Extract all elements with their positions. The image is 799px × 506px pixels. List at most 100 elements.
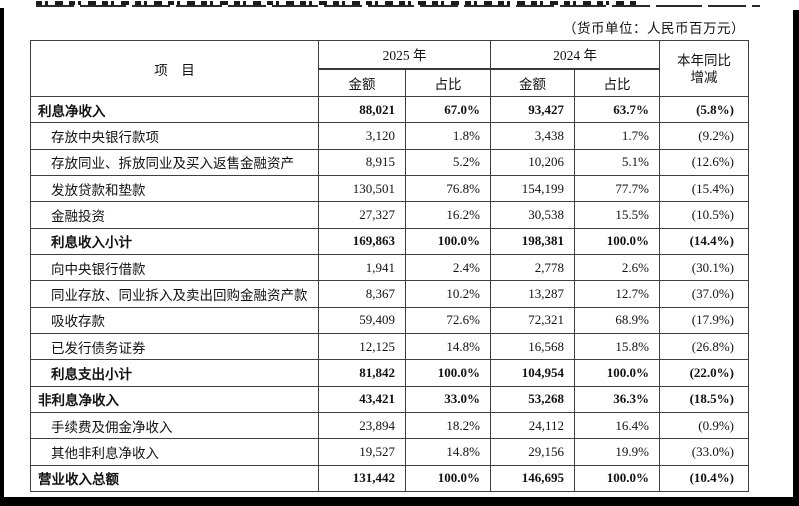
cell-ratio-2024: 100.0%: [574, 359, 660, 387]
cell-amount-2025: 43,421: [318, 385, 406, 413]
row-label: 金融投资: [30, 201, 319, 229]
screen-edge-left: [0, 8, 4, 506]
row-label: 存放中央银行款项: [30, 122, 319, 150]
cell-amount-2025: 8,367: [318, 280, 406, 308]
currency-unit-note: （货币单位：人民币百万元）: [563, 21, 745, 36]
cell-ratio-2025: 67.0%: [405, 95, 491, 124]
cell-amount-2025: 23,894: [318, 411, 406, 440]
table-row: 利息收入小计 169,863 100.0% 198,381 100.0% (14…: [30, 227, 749, 255]
cell-ratio-2025: 1.8%: [405, 122, 491, 150]
table-row: 其他非利息净收入 19,527 14.8% 29,156 19.9% (33.0…: [30, 438, 749, 466]
row-label: 已发行债务证券: [30, 332, 319, 361]
table-header: 项 目 2025 年 2024 年 本年同比 增减 金额 占比 金额 占比: [30, 40, 749, 97]
header-amount-2024: 金额: [490, 67, 575, 97]
table-row: 营业收入总额 131,442 100.0% 146,695 100.0% (10…: [30, 464, 749, 492]
cell-amount-2025: 88,021: [318, 95, 406, 124]
cell-ratio-2024: 19.9%: [574, 438, 660, 466]
header-yoy-line2: 增减: [690, 69, 718, 85]
cell-yoy-change: (12.6%): [659, 148, 749, 176]
cell-amount-2024: 198,381: [490, 227, 575, 255]
cell-yoy-change: (18.5%): [659, 385, 749, 413]
cell-ratio-2024: 16.4%: [574, 411, 660, 440]
cell-yoy-change: (22.0%): [659, 359, 749, 387]
header-year-2025: 2025 年: [318, 40, 491, 69]
cell-amount-2024: 24,112: [490, 411, 575, 440]
clipped-text-remnant-line: [36, 5, 760, 7]
cell-ratio-2024: 36.3%: [574, 385, 660, 413]
cell-yoy-change: (30.1%): [659, 253, 749, 282]
cell-amount-2024: 72,321: [490, 306, 575, 334]
cell-ratio-2024: 68.9%: [574, 306, 660, 334]
cell-ratio-2025: 33.0%: [405, 385, 491, 413]
row-label: 吸收存款: [30, 306, 319, 334]
screen-edge-bottom: [0, 497, 799, 506]
cell-amount-2025: 19,527: [318, 438, 406, 466]
row-label: 营业收入总额: [30, 464, 319, 492]
cell-amount-2025: 81,842: [318, 359, 406, 387]
cell-yoy-change: (5.8%): [659, 95, 749, 124]
cell-ratio-2024: 1.7%: [574, 122, 660, 150]
table-row: 已发行债务证券 12,125 14.8% 16,568 15.8% (26.8%…: [30, 332, 749, 361]
cell-amount-2024: 13,287: [490, 280, 575, 308]
cell-ratio-2025: 76.8%: [405, 174, 491, 203]
cell-ratio-2025: 5.2%: [405, 148, 491, 176]
cell-yoy-change: (17.9%): [659, 306, 749, 334]
cell-ratio-2024: 15.8%: [574, 332, 660, 361]
cell-yoy-change: (0.9%): [659, 411, 749, 440]
cell-amount-2025: 130,501: [318, 174, 406, 203]
cell-yoy-change: (15.4%): [659, 174, 749, 203]
cell-yoy-change: (33.0%): [659, 438, 749, 466]
clipped-text-remnant: [36, 1, 636, 5]
cell-amount-2025: 59,409: [318, 306, 406, 334]
cell-ratio-2025: 16.2%: [405, 201, 491, 229]
cell-amount-2024: 154,199: [490, 174, 575, 203]
cell-ratio-2024: 2.6%: [574, 253, 660, 282]
cell-ratio-2024: 77.7%: [574, 174, 660, 203]
cell-amount-2024: 53,268: [490, 385, 575, 413]
cell-amount-2024: 146,695: [490, 464, 575, 492]
cell-ratio-2024: 100.0%: [574, 464, 660, 492]
header-ratio-2025: 占比: [405, 67, 491, 97]
cell-amount-2024: 29,156: [490, 438, 575, 466]
screen-edge-right: [793, 10, 799, 506]
cell-amount-2025: 169,863: [318, 227, 406, 255]
cell-ratio-2024: 63.7%: [574, 95, 660, 124]
cell-amount-2024: 3,438: [490, 122, 575, 150]
cell-amount-2025: 12,125: [318, 332, 406, 361]
header-yoy-line1: 本年同比: [677, 52, 731, 68]
row-label: 利息净收入: [30, 95, 319, 124]
row-label: 存放同业、拆放同业及买入返售金融资产: [30, 148, 319, 176]
cell-ratio-2025: 100.0%: [405, 359, 491, 387]
table-row: 发放贷款和垫款 130,501 76.8% 154,199 77.7% (15.…: [30, 174, 749, 203]
cell-yoy-change: (9.2%): [659, 122, 749, 150]
cell-ratio-2024: 12.7%: [574, 280, 660, 308]
header-year-2024: 2024 年: [490, 40, 660, 69]
cell-amount-2025: 131,442: [318, 464, 406, 492]
cell-yoy-change: (26.8%): [659, 332, 749, 361]
cell-yoy-change: (37.0%): [659, 280, 749, 308]
cell-amount-2025: 27,327: [318, 201, 406, 229]
cell-amount-2024: 16,568: [490, 332, 575, 361]
table-row: 利息支出小计 81,842 100.0% 104,954 100.0% (22.…: [30, 359, 749, 387]
cell-amount-2025: 1,941: [318, 253, 406, 282]
cell-ratio-2025: 18.2%: [405, 411, 491, 440]
cell-ratio-2025: 100.0%: [405, 227, 491, 255]
header-yoy-change: 本年同比 增减: [659, 40, 749, 97]
cell-amount-2024: 104,954: [490, 359, 575, 387]
table-row: 非利息净收入 43,421 33.0% 53,268 36.3% (18.5%): [30, 385, 749, 413]
table-row: 向中央银行借款 1,941 2.4% 2,778 2.6% (30.1%): [30, 253, 749, 282]
row-label: 向中央银行借款: [30, 253, 319, 282]
cell-amount-2024: 2,778: [490, 253, 575, 282]
table-row: 存放中央银行款项 3,120 1.8% 3,438 1.7% (9.2%): [30, 122, 749, 150]
table-row: 吸收存款 59,409 72.6% 72,321 68.9% (17.9%): [30, 306, 749, 334]
table-row: 存放同业、拆放同业及买入返售金融资产 8,915 5.2% 10,206 5.1…: [30, 148, 749, 176]
row-label: 利息支出小计: [30, 359, 319, 387]
cell-ratio-2025: 100.0%: [405, 464, 491, 492]
row-label: 其他非利息净收入: [30, 438, 319, 466]
row-label: 发放贷款和垫款: [30, 174, 319, 203]
cell-ratio-2024: 15.5%: [574, 201, 660, 229]
cell-amount-2025: 3,120: [318, 122, 406, 150]
table-row: 金融投资 27,327 16.2% 30,538 15.5% (10.5%): [30, 201, 749, 229]
table-row: 手续费及佣金净收入 23,894 18.2% 24,112 16.4% (0.9…: [30, 411, 749, 440]
cell-ratio-2025: 10.2%: [405, 280, 491, 308]
